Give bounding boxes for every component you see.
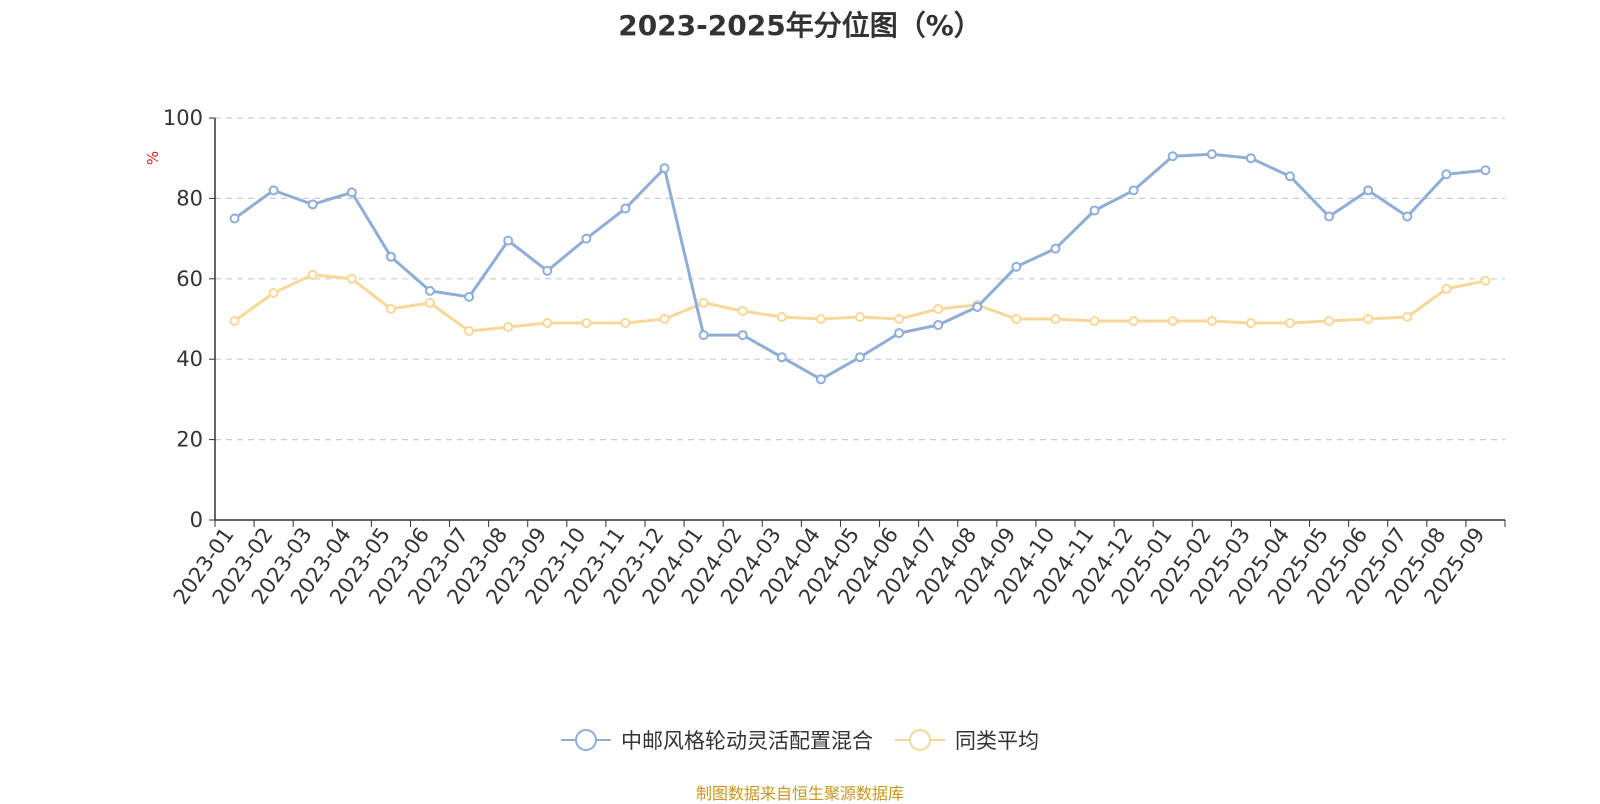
legend-item-fund[interactable]: 中邮风格轮动灵活配置混合 [561,725,873,755]
data-point-0-2025-09 [1480,165,1491,176]
ytick-label-80: 80 [176,186,203,210]
data-point-0-2023-10 [581,233,592,244]
legend-label-average: 同类平均 [955,729,1039,753]
ytick-label-40: 40 [176,347,203,371]
series-lines [229,149,1491,385]
data-point-0-2025-01 [1167,151,1178,162]
data-point-0-2024-07 [933,320,944,331]
data-point-1-2024-01 [698,297,709,308]
data-point-1-2023-10 [581,318,592,329]
legend-marker-fund-icon [561,729,611,751]
ytick-label-0: 0 [190,508,203,532]
data-point-0-2023-03 [307,199,318,210]
data-point-0-2023-08 [503,235,514,246]
data-point-0-2024-06 [894,328,905,339]
data-point-1-2025-02 [1206,316,1217,327]
data-point-1-2023-07 [464,326,475,337]
data-point-0-2023-04 [346,187,357,198]
data-point-1-2025-07 [1402,311,1413,322]
data-point-0-2025-07 [1402,211,1413,222]
data-point-0-2025-08 [1441,169,1452,180]
data-point-1-2024-11 [1089,316,1100,327]
data-point-0-2024-01 [698,330,709,341]
data-point-0-2023-09 [542,265,553,276]
source-note: 制图数据来自恒生聚源数据库 [695,784,904,803]
data-point-1-2023-08 [503,322,514,333]
data-point-0-2025-05 [1324,211,1335,222]
data-point-1-2023-02 [268,287,279,298]
y-axis-unit-label: % [144,151,162,165]
legend-item-average[interactable]: 同类平均 [895,725,1039,755]
legend-marker-average-icon [895,729,945,751]
legend-label-fund: 中邮风格轮动灵活配置混合 [621,729,873,753]
data-point-1-2025-01 [1167,316,1178,327]
data-point-1-2023-11 [620,318,631,329]
data-point-0-2023-12 [659,163,670,174]
data-point-1-2024-06 [894,314,905,324]
data-point-1-2024-09 [1011,314,1022,324]
data-point-1-2025-09 [1480,275,1491,286]
data-point-1-2025-04 [1285,318,1295,329]
ytick-label-60: 60 [176,267,203,291]
data-point-0-2023-11 [620,203,631,214]
line-chart: 020406080100%2023-012023-022023-032023-0… [144,106,1506,609]
data-point-1-2024-12 [1128,316,1139,327]
ytick-label-100: 100 [163,106,203,130]
data-point-0-2025-06 [1363,185,1374,196]
data-point-0-2024-12 [1128,185,1139,196]
data-point-0-2024-10 [1050,243,1061,254]
data-point-0-2024-05 [855,352,865,363]
data-point-1-2023-09 [542,318,553,329]
data-point-0-2024-09 [1011,261,1022,272]
data-point-0-2025-04 [1285,171,1295,182]
data-point-1-2024-10 [1050,314,1061,324]
data-point-0-2023-02 [268,185,279,196]
data-point-0-2023-06 [425,285,435,296]
data-point-1-2023-03 [307,269,318,280]
data-point-1-2023-06 [425,297,435,308]
grid-lines [215,117,1505,441]
chart-title: 2023-2025年分位图（%） [618,9,982,42]
data-point-0-2024-08 [972,301,983,312]
data-point-0-2023-01 [229,213,240,224]
series-line-0 [233,152,1486,381]
legend: 中邮风格轮动灵活配置混合 同类平均 [0,720,1600,760]
data-point-1-2025-03 [1245,318,1256,329]
data-point-1-2024-04 [815,314,826,324]
data-point-1-2025-08 [1441,283,1452,294]
data-point-1-2025-05 [1324,316,1335,327]
data-point-1-2024-03 [776,311,787,322]
data-point-1-2024-02 [737,305,748,316]
data-point-0-2023-07 [464,291,475,302]
data-point-1-2024-05 [855,311,865,322]
data-point-1-2023-12 [659,314,670,324]
data-point-0-2024-04 [815,374,826,385]
axis-labels: 020406080100%2023-012023-022023-032023-0… [144,106,1490,609]
data-point-0-2024-03 [776,352,787,363]
data-point-0-2025-02 [1206,149,1217,160]
data-point-1-2025-06 [1363,314,1374,324]
data-point-0-2023-05 [385,251,396,262]
data-point-1-2023-01 [229,316,240,327]
data-point-1-2023-04 [346,273,357,284]
data-point-0-2024-02 [737,330,748,341]
ytick-label-20: 20 [176,428,203,452]
axes [209,117,1506,527]
data-point-1-2024-07 [933,303,944,314]
data-point-0-2024-11 [1089,205,1100,216]
data-point-1-2023-05 [385,303,396,314]
data-point-0-2025-03 [1245,153,1256,164]
